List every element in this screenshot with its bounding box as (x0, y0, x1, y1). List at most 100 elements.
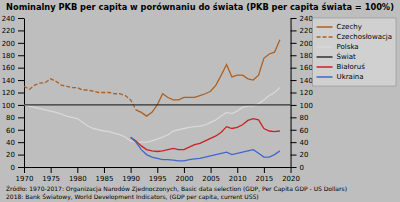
series-line (131, 137, 280, 161)
tick-mark (291, 105, 297, 106)
tick-label: 100 (300, 102, 313, 110)
tick: 120 (291, 89, 313, 97)
legend-swatch (317, 66, 333, 68)
tick: 200 (291, 40, 313, 48)
chart: Nominalny PKB per capita w porównaniu do… (0, 0, 400, 202)
tick: 120 (2, 89, 24, 97)
tick-mark (291, 93, 297, 94)
tick-label: 200 (300, 40, 313, 48)
y2-axis: 020406080100120140160180200220240 (291, 15, 313, 172)
tick-label: 2005 (202, 175, 220, 183)
tick: 140 (2, 77, 24, 85)
tick-mark (18, 43, 24, 44)
tick-mark (24, 167, 25, 173)
tick-mark (18, 130, 24, 131)
tick-mark (291, 18, 297, 19)
tick-mark (18, 30, 24, 31)
tick-label: 0 (300, 164, 304, 172)
tick-mark (291, 167, 297, 168)
tick: 2015 (255, 167, 273, 183)
tick-label: 220 (300, 27, 313, 35)
axis-domain (24, 19, 25, 168)
series-line (131, 119, 280, 152)
tick-mark (18, 105, 24, 106)
tick-mark (18, 117, 24, 118)
tick: 1995 (149, 167, 167, 183)
legend-label: Białoruś (337, 63, 366, 71)
tick-label: 2020 (282, 175, 300, 183)
tick-label: 40 (300, 139, 309, 147)
tick-label: 1995 (149, 175, 167, 183)
legend-frame (313, 18, 396, 86)
tick-mark (291, 55, 297, 56)
footnote: Źródło: 1970-2017: Organizacja Narodów Z… (6, 185, 347, 193)
tick: 140 (291, 77, 313, 85)
tick-mark (18, 68, 24, 69)
tick-label: 80 (300, 114, 309, 122)
footnote: 2018: Bank Światowy, World Development I… (6, 193, 259, 201)
tick-label: 80 (6, 114, 15, 122)
tick-mark (291, 142, 297, 143)
tick: 0 (291, 164, 304, 172)
legend-swatch (317, 56, 333, 58)
tick: 2005 (202, 167, 220, 183)
tick: 1985 (96, 167, 114, 183)
lines (24, 40, 291, 161)
y-axis: 020406080100120140160180200220240 (2, 15, 25, 172)
tick: 80 (291, 114, 309, 122)
tick: 220 (2, 27, 24, 35)
title: Nominalny PKB per capita w porównaniu do… (6, 2, 394, 12)
tick-mark (18, 55, 24, 56)
tick: 1990 (122, 167, 140, 183)
tick-label: 160 (2, 64, 15, 72)
tick-mark (51, 167, 52, 173)
tick: 240 (2, 15, 24, 23)
legend-entry: Czechy (317, 23, 362, 31)
tick: 20 (6, 151, 24, 159)
tick-mark (77, 167, 78, 173)
tick-mark (104, 167, 105, 173)
tick-mark (131, 167, 132, 173)
legend-label: Polska (337, 43, 359, 51)
tick: 60 (6, 126, 24, 134)
tick: 200 (2, 40, 24, 48)
tick-label: 120 (300, 89, 313, 97)
legend-label: Czechy (337, 23, 362, 31)
tick-label: 40 (6, 139, 15, 147)
tick-mark (291, 68, 297, 69)
tick: 180 (2, 52, 24, 60)
tick-mark (18, 18, 24, 19)
legend-label: Świat (337, 52, 356, 61)
tick-label: 140 (2, 77, 15, 85)
tick-mark (291, 130, 297, 131)
tick-label: 2015 (255, 175, 273, 183)
x-axis: 1970197519801985199019952000200520102015… (16, 167, 300, 183)
tick: 60 (291, 126, 309, 134)
tick: 40 (6, 139, 24, 147)
tick: 240 (291, 15, 313, 23)
tick-label: 200 (2, 40, 15, 48)
tick: 80 (6, 114, 24, 122)
legend-entry: Ukraina (317, 73, 364, 81)
tick-mark (18, 93, 24, 94)
tick-label: 2010 (229, 175, 247, 183)
tick-mark (184, 167, 185, 173)
legend-entry: Białoruś (317, 63, 366, 71)
tick-mark (237, 167, 238, 173)
tick: 220 (291, 27, 313, 35)
tick-label: 1970 (16, 175, 34, 183)
background (0, 0, 400, 202)
series-line (24, 104, 291, 105)
tick-label: 20 (300, 151, 309, 159)
tick-mark (291, 43, 297, 44)
tick-label: 220 (2, 27, 15, 35)
tick-mark (18, 142, 24, 143)
legend-entry: Czechosłowacja (317, 33, 392, 41)
legend-swatch (317, 46, 333, 48)
tick-label: 20 (6, 151, 15, 159)
tick-label: 160 (300, 64, 313, 72)
legend-swatch (317, 36, 333, 38)
tick: 40 (291, 139, 309, 147)
tick: 2020 (282, 167, 300, 183)
tick-label: 240 (2, 15, 15, 23)
